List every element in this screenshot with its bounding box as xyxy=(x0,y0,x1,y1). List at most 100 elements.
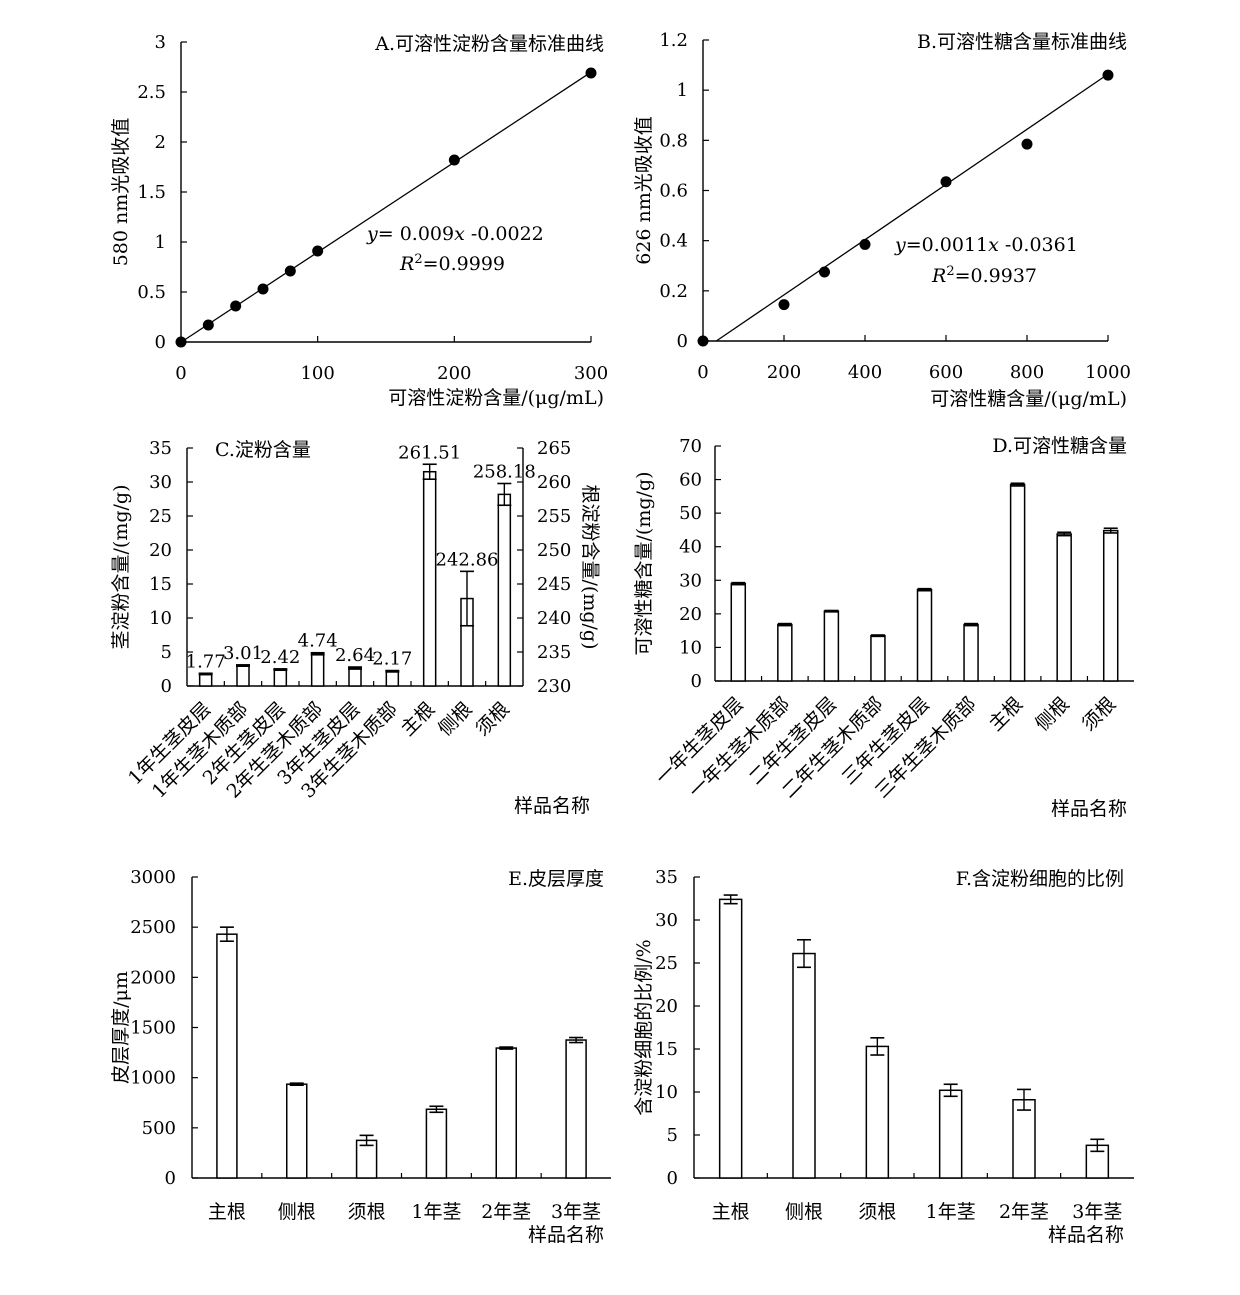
bar xyxy=(236,664,250,687)
y-tick-label: 1.2 xyxy=(659,30,688,51)
data-point xyxy=(819,266,830,278)
x-axis-label: 可溶性糖含量/(μg/mL) xyxy=(930,388,1127,410)
y-tick-label: 2500 xyxy=(130,917,176,938)
category-label: 侧根 xyxy=(278,1201,316,1223)
chart-D: 010203040506070一年生茎皮层一年生茎木质部二年生茎皮层二年生茎木质… xyxy=(633,435,1134,820)
y-tick-label: 0 xyxy=(691,671,702,692)
bar xyxy=(273,668,288,687)
y-tick-label: 15 xyxy=(655,1039,678,1060)
fit-line xyxy=(180,71,592,343)
category-label: 2年茎 xyxy=(481,1201,531,1223)
data-point xyxy=(448,154,460,166)
data-label: 261.51 xyxy=(398,442,461,463)
bar xyxy=(823,610,840,682)
y-tick-label: 2000 xyxy=(130,967,176,988)
data-label: 258.18 xyxy=(473,461,536,482)
x-tick-label: 800 xyxy=(1010,362,1044,383)
data-point xyxy=(940,176,952,188)
y-tick-label: 500 xyxy=(142,1118,176,1139)
y-tick-label: 1000 xyxy=(130,1068,176,1089)
y-tick-label: 0 xyxy=(155,332,166,353)
y-tick-label: 0 xyxy=(161,676,172,697)
y2-tick-label: 230 xyxy=(537,676,571,697)
axes-A xyxy=(180,42,591,343)
y-tick-label: 35 xyxy=(655,867,678,888)
category-label: 1年茎 xyxy=(411,1201,461,1223)
data-label: 4.74 xyxy=(298,631,338,652)
data-point xyxy=(697,335,709,347)
bar xyxy=(1056,533,1072,682)
data-label: 1.77 xyxy=(186,651,226,672)
bar xyxy=(777,623,793,682)
bar xyxy=(286,1083,308,1179)
y-tick-label: 0.4 xyxy=(659,231,688,252)
y-tick-label: 1 xyxy=(677,80,688,101)
y-tick-label: 40 xyxy=(679,537,702,558)
y2-tick-label: 245 xyxy=(537,574,571,595)
bar xyxy=(422,470,437,687)
y2-tick-label: 235 xyxy=(537,642,571,663)
y-tick-label: 2 xyxy=(155,132,166,153)
category-label: 侧根 xyxy=(434,698,476,740)
category-label: 主根 xyxy=(985,693,1027,735)
bar xyxy=(216,933,238,1179)
y-axis-label: 皮层厚度/μm xyxy=(110,971,132,1084)
bar xyxy=(865,1045,890,1179)
y-tick-label: 0.2 xyxy=(659,281,688,302)
y-tick-label: 70 xyxy=(679,436,702,457)
category-label: 侧根 xyxy=(785,1201,823,1223)
bar xyxy=(385,670,400,687)
data-point xyxy=(284,265,296,277)
data-point xyxy=(1102,69,1114,81)
chart-title: C.淀粉含量 xyxy=(215,439,311,461)
chart-E: 0 500 1000 1500 2000 2500 3000 主根 侧根 须根 1年茎 2年茎 3年茎 E… xyxy=(110,867,611,1246)
data-point xyxy=(257,283,269,295)
x-tick-label: 200 xyxy=(437,363,471,384)
y-tick-label: 20 xyxy=(655,996,678,1017)
category-label: 主根 xyxy=(712,1201,750,1223)
category-label: 须根 xyxy=(471,698,513,740)
x-axis-label: 样品名称 xyxy=(1048,1224,1124,1246)
bar xyxy=(1012,1098,1036,1179)
y-tick-label: 25 xyxy=(655,953,678,974)
r-squared-label: R2=0.9937 xyxy=(931,264,1037,288)
bar xyxy=(310,653,325,687)
y-tick-label: 10 xyxy=(655,1082,678,1103)
axes-F xyxy=(693,877,1134,1179)
y-tick-label: 25 xyxy=(149,506,172,527)
bar xyxy=(565,1039,587,1179)
x-axis-label: 样品名称 xyxy=(528,1224,604,1246)
y-tick-label: 0 xyxy=(667,1168,678,1189)
y-tick-label: 1 xyxy=(155,232,166,253)
category-label: 3年茎 xyxy=(1072,1201,1122,1223)
equation-label: y=0.0011x -0.0361 xyxy=(894,234,1078,256)
data-point xyxy=(175,336,187,348)
y-axis-label: 茎淀粉含量/(mg/g) xyxy=(110,485,132,650)
axes-E xyxy=(191,877,611,1179)
y-tick-label: 0.6 xyxy=(659,181,688,202)
data-label: 2.42 xyxy=(260,647,300,668)
y-tick-label: 0 xyxy=(165,1168,176,1189)
data-point xyxy=(585,67,597,79)
x-tick-label: 600 xyxy=(929,362,963,383)
bar xyxy=(425,1108,448,1179)
bar xyxy=(938,1089,963,1179)
bar xyxy=(792,952,816,1179)
fit-line xyxy=(715,73,1109,342)
y-tick-label: 60 xyxy=(679,470,702,491)
bar xyxy=(497,493,512,687)
data-point xyxy=(202,319,214,331)
category-label: 须根 xyxy=(348,1201,386,1223)
y-tick-label: 0.8 xyxy=(659,130,688,151)
x-tick-label: 1000 xyxy=(1085,362,1131,383)
category-label: 须根 xyxy=(1078,693,1120,735)
y-tick-label: 0 xyxy=(677,331,688,352)
r-squared-label: R2=0.9999 xyxy=(399,252,505,276)
y2-tick-label: 240 xyxy=(537,608,571,629)
chart-A: 0 0.5 1 1.5 2 2.5 3 0 100 200 300 A.可溶性淀粉含量标准曲线可溶性淀… xyxy=(110,32,608,409)
data-point xyxy=(230,300,242,312)
category-label: 1年茎 xyxy=(926,1201,976,1223)
y-tick-label: 50 xyxy=(679,503,702,524)
y2-axis-label: 根淀粉含量/(mg/g) xyxy=(579,485,601,650)
y2-tick-label: 265 xyxy=(537,438,571,459)
